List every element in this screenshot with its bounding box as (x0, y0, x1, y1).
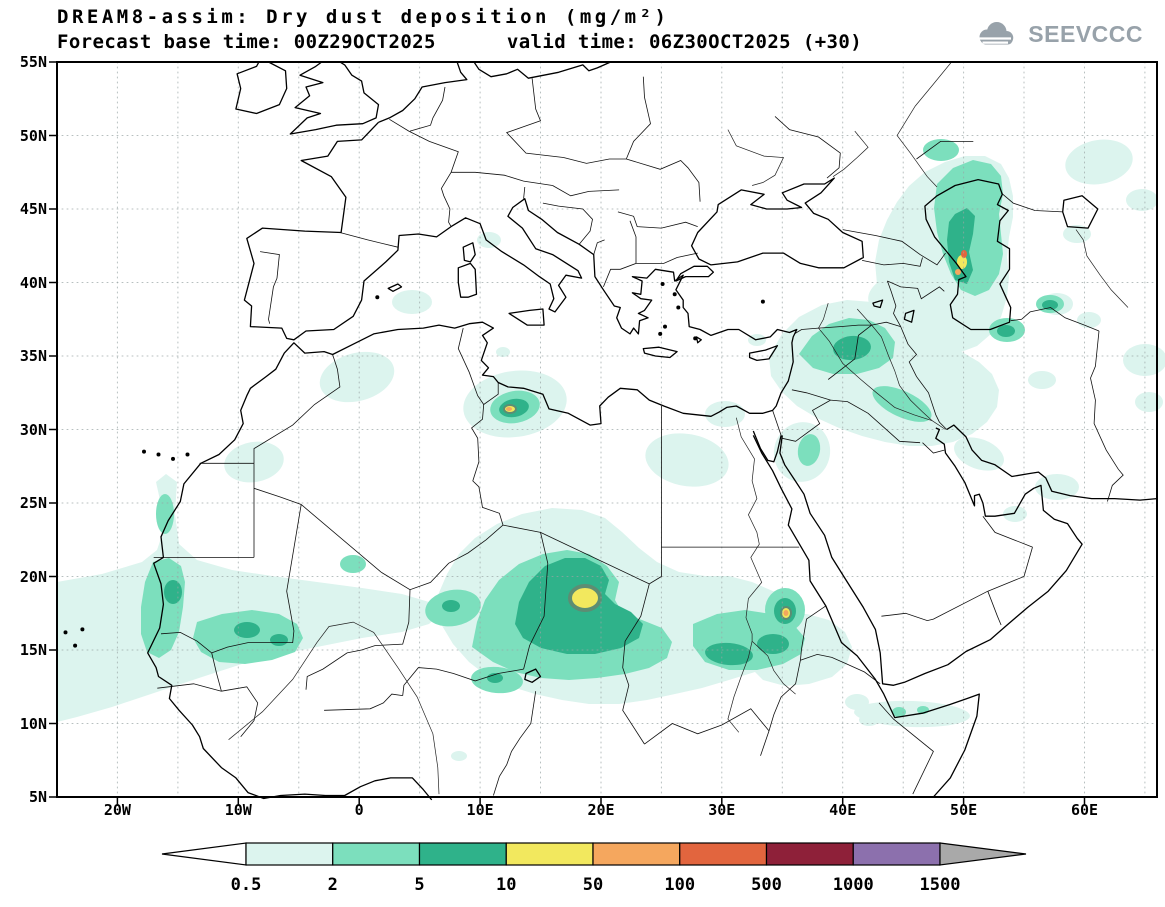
lon-axis-label: 50E (950, 801, 978, 819)
logo-text: SEEVCCC (1028, 20, 1143, 47)
lat-axis-label: 50N (19, 126, 47, 145)
colorbar-legend: 0.5 2 5 10 50 100 500 1000 1500 (161, 842, 1027, 895)
rivers-layer (228, 61, 1129, 795)
latitude-axis: 55N 50N 45N 40N 35N 30N 25N 20N 15N 10N 5N (0, 53, 52, 806)
lat-axis-label: 10N (19, 714, 47, 733)
lat-axis-label: 55N (19, 53, 47, 71)
colorbar-label: 1500 (920, 875, 961, 895)
colorbar-label: 1000 (833, 875, 874, 895)
gridlines (56, 61, 1158, 798)
lat-axis-label: 5N (28, 788, 47, 806)
colorbar-label: 5 (414, 875, 424, 895)
country-borders-layer (153, 76, 1124, 796)
lon-axis-label: 0 (354, 801, 364, 819)
lat-axis-label: 35N (19, 347, 47, 365)
dust-shading-layer (57, 139, 1165, 761)
colorbar-label: 50 (583, 875, 603, 895)
lat-axis-label: 40N (19, 273, 47, 292)
colorbar-label: 0.5 (231, 875, 262, 895)
colorbar-label: 2 (328, 875, 338, 895)
colorbar-label: 100 (664, 875, 695, 895)
lat-axis-label: 15N (19, 641, 47, 659)
lon-axis-label: 60E (1070, 801, 1099, 819)
lat-axis-label: 45N (19, 200, 47, 218)
lon-axis-label: 30E (708, 801, 736, 819)
map-plot (49, 61, 1165, 805)
lon-axis-label: 10W (224, 801, 252, 819)
cloud-icon (978, 22, 1014, 45)
colorbar-label: 10 (496, 875, 516, 895)
chart-subtitle: Forecast base time: 00Z29OCT2025 valid t… (57, 31, 863, 53)
lon-axis-label: 40E (829, 801, 857, 819)
chart-title: DREAM8-assim: Dry dust deposition (mg/m²… (57, 6, 670, 28)
lon-axis-label: 10E (466, 801, 494, 819)
map-frame (49, 61, 1158, 805)
seevccc-logo: SEEVCCC (972, 18, 1143, 50)
colorbar-label: 500 (751, 875, 782, 895)
lat-axis-label: 20N (19, 567, 47, 586)
lat-axis-label: 25N (19, 494, 47, 512)
coastlines-layer (63, 61, 1158, 801)
lon-axis-label: 20E (587, 801, 615, 819)
lon-axis-label: 20W (103, 801, 131, 819)
lat-axis-label: 30N (19, 420, 47, 439)
title-block: DREAM8-assim: Dry dust deposition (mg/m²… (57, 6, 862, 53)
longitude-axis: 20W 10W 0 10E 20E 30E 40E 50E 60E (57, 801, 1157, 825)
